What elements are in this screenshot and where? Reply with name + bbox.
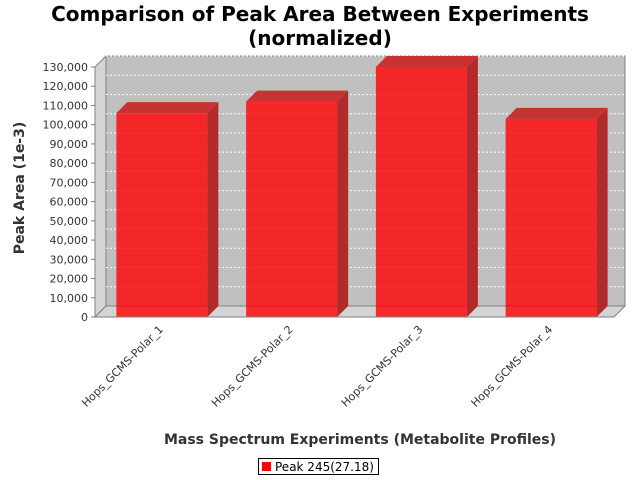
y-tick-label: 80,000 [50,157,89,170]
y-tick-label: 120,000 [43,80,89,93]
y-tick-label: 20,000 [50,273,89,286]
plot-left-wall [94,54,107,319]
legend-swatch [262,462,271,471]
y-tick-label: 0 [81,311,88,324]
y-axis-label: Peak Area (1e-3) [12,121,28,255]
bar [246,101,338,317]
x-axis-label: Mass Spectrum Experiments (Metabolite Pr… [163,432,557,448]
x-tick-label: Hops_GCMS-Polar_4 [469,323,556,410]
y-tick-label: 130,000 [43,61,89,74]
chart-title: Comparison of Peak Area Between Experime… [0,2,640,50]
bar-top [116,102,219,114]
y-tick-label: 50,000 [50,215,89,228]
legend-label: Peak 245(27.18) [275,459,374,474]
bar-top [246,90,349,102]
bar-side [596,107,608,317]
y-tick-label: 100,000 [43,119,89,132]
y-tick-label: 90,000 [50,138,89,151]
x-tick-label: Hops_GCMS-Polar_1 [79,323,166,410]
y-tick-label: 60,000 [50,196,89,209]
bar [116,113,208,318]
bar-side [337,90,349,317]
chart-title-line-2: (normalized) [248,26,392,50]
y-tick-label: 40,000 [50,234,89,247]
bar-top [505,107,608,119]
x-tick-label: Hops_GCMS-Polar_2 [209,323,296,410]
bar [505,118,597,317]
y-tick-label: 10,000 [50,292,89,305]
chart-title-line-1: Comparison of Peak Area Between Experime… [51,2,589,26]
y-tick-label: 30,000 [50,253,89,266]
bar-side [466,56,478,317]
bar-top [375,56,478,67]
y-tick-label: 110,000 [43,99,89,112]
y-tick-label: 70,000 [50,176,89,189]
legend: Peak 245(27.18) [258,458,379,475]
x-tick-label: Hops_GCMS-Polar_3 [339,323,426,410]
bar [375,67,467,317]
bar-side [207,102,219,318]
